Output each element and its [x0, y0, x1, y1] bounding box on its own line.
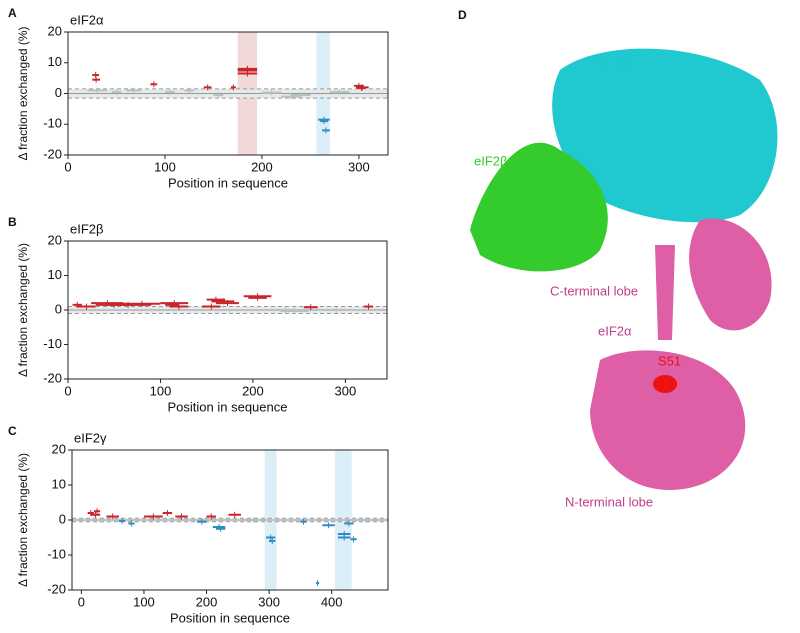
x-tick-label: 200 [196, 594, 218, 609]
y-tick-label: 20 [48, 232, 62, 247]
x-axis-label: Position in sequence [168, 175, 288, 190]
chart-title: eIF2γ [74, 430, 107, 445]
x-tick-label: 0 [78, 594, 85, 609]
y-tick-label: -20 [43, 146, 62, 161]
y-tick-label: 0 [59, 511, 66, 526]
x-axis-label: Position in sequence [168, 399, 288, 414]
x-axis-label: Position in sequence [170, 610, 290, 625]
label: eIF2β [474, 153, 508, 168]
c-terminal-lobe-shape [689, 218, 772, 331]
y-tick-label: -20 [43, 370, 62, 385]
eif2-gamma-shape [552, 48, 778, 223]
panel-letter: D [458, 8, 467, 22]
y-tick-label: 10 [48, 267, 62, 282]
x-tick-label: 200 [242, 383, 264, 398]
y-tick-label: 0 [55, 301, 62, 316]
chart-title: eIF2α [70, 12, 104, 27]
structure-panel: D eIF2γ eIF2β C-terminal lobe eIF2α S51 … [458, 8, 778, 509]
x-tick-label: 100 [133, 594, 155, 609]
y-axis-label: Δ fraction exchanged (%) [16, 243, 30, 377]
n-terminal-lobe-shape [590, 350, 746, 490]
x-tick-label: 300 [258, 594, 280, 609]
x-tick-label: 200 [251, 159, 273, 174]
label: C-terminal lobe [550, 283, 638, 298]
y-tick-label: -10 [47, 546, 66, 561]
y-tick-label: -10 [43, 116, 62, 131]
panel-letter: B [8, 215, 17, 229]
x-tick-label: 300 [348, 159, 370, 174]
x-tick-label: 100 [150, 383, 172, 398]
chart-title: eIF2β [70, 221, 104, 236]
y-axis-label: Δ fraction exchanged (%) [16, 453, 30, 587]
label: N-terminal lobe [565, 494, 653, 509]
y-tick-label: 10 [52, 476, 66, 491]
helix-shape [655, 245, 675, 340]
y-tick-label: -20 [47, 581, 66, 596]
x-tick-label: 300 [335, 383, 357, 398]
y-tick-label: 20 [52, 441, 66, 456]
s51-site [653, 375, 677, 393]
label: eIF2γ [598, 56, 631, 71]
x-tick-label: 100 [154, 159, 176, 174]
x-tick-label: 400 [321, 594, 343, 609]
panel-letter: A [8, 6, 17, 20]
x-tick-label: 0 [64, 159, 71, 174]
y-tick-label: 0 [55, 85, 62, 100]
y-tick-label: -10 [43, 336, 62, 351]
y-tick-label: 10 [48, 54, 62, 69]
y-tick-label: 20 [48, 23, 62, 38]
eif2-beta-shape [470, 142, 608, 272]
panel-letter: C [8, 424, 17, 438]
label: eIF2α [598, 323, 632, 338]
x-tick-label: 0 [64, 383, 71, 398]
y-axis-label: Δ fraction exchanged (%) [16, 26, 30, 160]
label: S51 [658, 353, 681, 368]
